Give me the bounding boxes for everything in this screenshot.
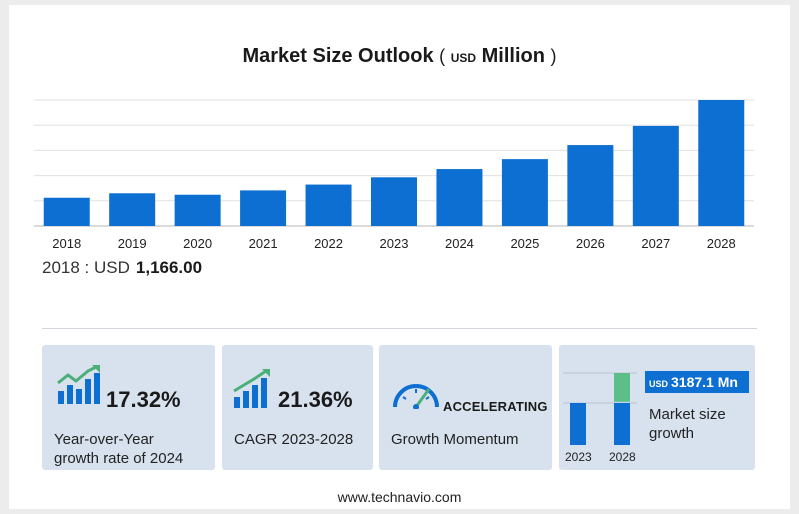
bar-2027 <box>632 125 679 226</box>
x-tick-2018: 2018 <box>52 236 81 251</box>
bar-2024 <box>436 169 483 226</box>
usd-value-badge: USD 3187.1 Mn <box>645 371 749 393</box>
bar-2021 <box>240 190 287 226</box>
yoy-value: 17.32% <box>106 387 181 412</box>
x-tick-2028: 2028 <box>707 236 736 251</box>
growth-bars-arrow-icon <box>233 369 270 408</box>
usd-small: USD <box>649 379 669 389</box>
divider <box>42 328 757 329</box>
mini-year-start: 2023 <box>565 450 592 464</box>
yoy-panel: 17.32% Year-over-Year growth rate of 202… <box>42 345 215 470</box>
momentum-caption: Growth Momentum <box>391 431 519 448</box>
mini-bar-2023 <box>570 403 586 445</box>
bar-2022 <box>305 184 352 226</box>
size-caption-2: growth <box>649 425 695 442</box>
title-unit-big: Million <box>481 45 545 67</box>
speedometer-icon <box>393 384 439 409</box>
momentum-status: ACCELERATING <box>443 399 548 414</box>
title-open-paren: ( <box>439 46 446 66</box>
yoy-caption-2: growth rate of 2024 <box>54 450 184 467</box>
yoy-caption-1: Year-over-Year <box>54 431 154 448</box>
base-year-label: 2018 : USD <box>42 258 130 277</box>
size-growth-panel: 2023 2028 USD 3187.1 Mn Market size growt… <box>559 345 755 470</box>
bar-2023 <box>371 177 417 226</box>
x-tick-2026: 2026 <box>576 236 605 251</box>
x-tick-2025: 2025 <box>510 236 539 251</box>
base-year-value: 2018 : USD 1,166.00 <box>42 258 202 278</box>
cagr-caption: CAGR 2023-2028 <box>234 431 354 448</box>
cagr-panel: 21.36% CAGR 2023-2028 <box>222 345 373 470</box>
cagr-value: 21.36% <box>278 387 353 412</box>
chart-title: Market Size Outlook ( USD Million ) <box>9 45 790 68</box>
title-close-paren: ) <box>550 46 557 66</box>
footer-url: www.technavio.com <box>337 489 462 505</box>
size-caption-1: Market size <box>649 406 726 423</box>
x-tick-2024: 2024 <box>445 236 474 251</box>
usd-value: 3187.1 Mn <box>671 374 738 390</box>
bar-2025 <box>501 159 548 226</box>
bar-2019 <box>109 193 156 226</box>
mini-bar-growth <box>614 373 630 402</box>
bar-chart: 2018 2019 2020 2021 2022 2023 2024 2025 2026 2027… <box>34 99 754 251</box>
bar-2020 <box>174 194 221 226</box>
x-tick-2022: 2022 <box>314 236 343 251</box>
momentum-panel: ACCELERATING Growth Momentum <box>379 345 552 470</box>
mini-growth-chart <box>563 372 637 445</box>
mini-year-end: 2028 <box>609 450 636 464</box>
report-card: Market Size Outlook ( USD Million ) 2018… <box>9 5 790 509</box>
bar-2018 <box>43 197 90 226</box>
mini-bar-2028 <box>614 403 630 445</box>
bar-2028 <box>698 100 745 226</box>
x-tick-2023: 2023 <box>380 236 409 251</box>
x-tick-2019: 2019 <box>118 236 147 251</box>
base-year-amount: 1,166.00 <box>135 258 203 277</box>
growth-bars-arrow-icon <box>57 365 100 404</box>
x-tick-2020: 2020 <box>183 236 212 251</box>
bar-2026 <box>567 145 614 226</box>
chart-title-main: Market Size Outlook <box>242 45 434 67</box>
x-tick-2027: 2027 <box>641 236 670 251</box>
title-unit-small: USD <box>450 51 477 65</box>
x-tick-2021: 2021 <box>249 236 278 251</box>
